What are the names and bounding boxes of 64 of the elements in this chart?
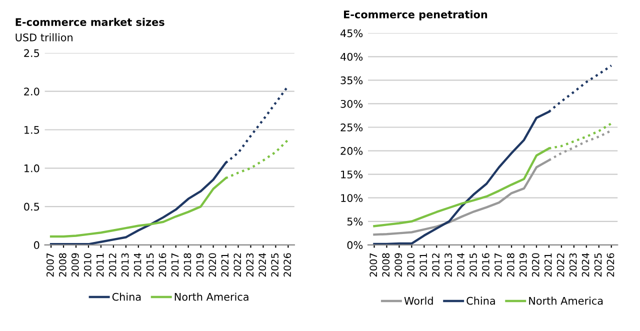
y-axis-title: USD trillion <box>16 33 72 42</box>
y-tick-label: 20% <box>340 147 363 155</box>
x-tick-label: 2018 <box>184 253 192 277</box>
x-tick-label: 2007 <box>46 253 54 277</box>
y-tick-label: 35% <box>340 76 363 84</box>
y-tick-label: 2.0 <box>24 88 40 96</box>
x-tick-label: 2007 <box>370 253 378 277</box>
x-tick-label: 2016 <box>482 253 490 277</box>
y-tick-label: 25% <box>340 123 363 132</box>
x-tick-label: 2013 <box>444 253 452 277</box>
legend-label: China <box>112 292 141 301</box>
y-tick-label: 0.5 <box>24 202 40 211</box>
x-tick-label: 2025 <box>271 253 278 277</box>
x-tick-label: 2010 <box>407 253 414 277</box>
x-tick-label: 2009 <box>71 253 79 277</box>
x-tick-label: 2023 <box>246 253 254 277</box>
x-tick-label: 2026 <box>606 253 614 277</box>
x-tick-label: 2022 <box>234 254 242 277</box>
x-tick-label: 2010 <box>84 253 92 277</box>
y-tick-label: 40% <box>340 52 363 61</box>
x-tick-label: 2019 <box>519 253 527 277</box>
legend-label: China <box>466 296 495 305</box>
x-tick-label: 2012 <box>432 254 440 277</box>
x-tick-label: 2026 <box>284 253 291 277</box>
y-tick-label: 5% <box>347 218 363 226</box>
x-tick-label: 2017 <box>171 253 179 277</box>
x-tick-label: 2020 <box>532 253 540 277</box>
chart-title: E-commerce penetration <box>344 10 488 20</box>
legend-label: World <box>404 296 433 305</box>
x-tick-label: 2012 <box>108 254 116 277</box>
legend-label: North America <box>174 292 248 301</box>
y-tick-label: 1.0 <box>24 164 40 172</box>
x-tick-label: 2017 <box>494 253 502 277</box>
x-tick-label: 2015 <box>146 253 154 277</box>
x-tick-label: 2015 <box>470 253 477 277</box>
x-tick-label: 2023 <box>569 253 577 277</box>
x-tick-label: 2014 <box>457 253 464 277</box>
x-tick-label: 2022 <box>556 254 564 277</box>
x-tick-label: 2014 <box>134 253 142 277</box>
x-tick-label: 2008 <box>58 253 66 277</box>
x-tick-label: 2025 <box>594 253 602 277</box>
y-tick-label: 30% <box>340 100 363 108</box>
x-tick-label: 2019 <box>196 253 204 277</box>
x-tick-label: 2011 <box>420 253 427 277</box>
x-tick-label: 2013 <box>121 253 129 277</box>
x-tick-label: 2009 <box>394 253 402 277</box>
chart-title: E-commerce market sizes <box>16 18 164 26</box>
x-tick-label: 2024 <box>582 253 590 277</box>
x-tick-label: 2020 <box>208 253 216 277</box>
x-tick-label: 2018 <box>506 253 514 277</box>
y-tick-label: 1.5 <box>24 126 40 134</box>
x-tick-label: 2021 <box>544 253 552 277</box>
x-tick-label: 2024 <box>258 253 266 277</box>
legend-label: North America <box>529 296 603 305</box>
y-tick-label: 2.5 <box>24 49 40 58</box>
y-tick-label: 0 <box>34 241 40 250</box>
y-tick-label: 45% <box>340 29 363 38</box>
y-tick-label: 10% <box>341 194 363 202</box>
y-tick-label: 0% <box>347 241 363 250</box>
x-tick-label: 2016 <box>158 253 166 277</box>
y-tick-label: 15% <box>341 170 363 178</box>
x-tick-label: 2008 <box>382 253 390 277</box>
x-tick-label: 2021 <box>221 253 229 277</box>
x-tick-label: 2011 <box>96 253 104 277</box>
